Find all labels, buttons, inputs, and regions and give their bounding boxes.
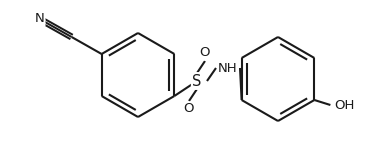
Text: NH: NH (218, 61, 238, 74)
Text: S: S (192, 74, 202, 88)
Text: O: O (184, 103, 194, 116)
Text: O: O (200, 47, 210, 59)
Text: N: N (35, 13, 45, 26)
Text: OH: OH (334, 98, 355, 111)
